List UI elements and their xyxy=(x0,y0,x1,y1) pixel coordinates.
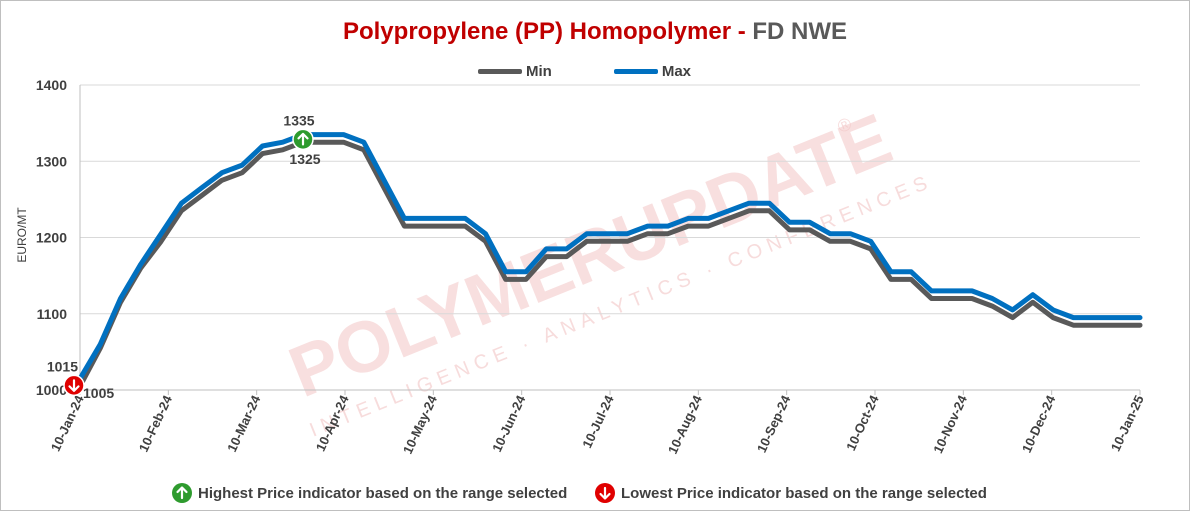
x-tick-labels: 10-Jan-24 10-Feb-24 10-Mar-24 10-Apr-24 10-M… xyxy=(48,390,1147,456)
lowest-marker-icon-head xyxy=(68,385,80,392)
x-tick-label: 10-Aug-24 xyxy=(665,392,705,456)
title-separator: - xyxy=(731,18,753,45)
y-tick-label: 1200 xyxy=(36,230,67,246)
y-tick-label: 1300 xyxy=(36,153,67,169)
y-tick-label: 1000 xyxy=(36,382,67,398)
y-tick-label: 1400 xyxy=(36,77,67,93)
legend-min-swatch xyxy=(478,68,522,74)
x-tick-label: 10-Jan-24 xyxy=(48,392,87,453)
legend-max-label: Max xyxy=(661,62,692,80)
footer-highest-text: Highest Price indicator based on the ran… xyxy=(198,484,568,502)
x-tick-label: 10-Jan-25 xyxy=(1108,393,1147,454)
series-line-max xyxy=(77,132,1143,382)
x-tick-label: 10-Mar-24 xyxy=(224,392,264,454)
chart-title: Polypropylene (PP) Homopolymer - FD NWE xyxy=(0,18,1190,46)
x-tick-label: 10-Oct-24 xyxy=(843,392,882,453)
annotations: 1335 1325 1015 1005 xyxy=(47,113,321,402)
title-sub: FD NWE xyxy=(752,18,848,45)
arrow-down-glyph xyxy=(599,486,611,500)
legend-min-label: Min xyxy=(526,62,552,80)
legend-max-swatch xyxy=(613,68,658,74)
arrow-up-icon xyxy=(172,483,192,503)
x-tick-label: 10-Sep-24 xyxy=(754,392,794,455)
highest-max-label: 1335 xyxy=(283,113,314,129)
legend: Min Max xyxy=(478,61,753,81)
footer-highest-note: Highest Price indicator based on the ran… xyxy=(172,482,567,504)
x-tick-label: 10-Nov-24 xyxy=(930,392,970,455)
y-tick-labels: 1000 1100 1200 1300 1400 xyxy=(36,77,67,398)
footer-lowest-note: Lowest Price indicator based on the rang… xyxy=(595,482,987,504)
lowest-marker-icon xyxy=(63,374,85,397)
legend-item-min[interactable]: Min xyxy=(478,63,552,80)
highest-marker-icon xyxy=(292,128,314,151)
arrow-up-glyph xyxy=(176,486,188,500)
lowest-max-label: 1015 xyxy=(47,359,78,375)
y-tick-label: 1100 xyxy=(37,306,68,322)
x-tick-label: 10-Dec-24 xyxy=(1019,392,1059,455)
watermark-brand: POLYMERUPDATE xyxy=(279,99,902,413)
title-main: Polypropylene (PP) Homopolymer xyxy=(342,18,732,45)
series-lines xyxy=(77,132,1143,389)
x-tick-label: 10-Feb-24 xyxy=(136,392,176,454)
series-line-min xyxy=(77,139,1143,389)
arrow-down-icon xyxy=(595,483,615,503)
highest-marker-icon-head xyxy=(297,132,309,140)
x-tick-label: 10-Jul-24 xyxy=(579,392,617,450)
highest-min-label: 1325 xyxy=(289,151,320,167)
lowest-min-label: 1005 xyxy=(83,385,114,401)
x-tick-label: 10-Jun-24 xyxy=(489,392,529,454)
legend-item-max[interactable]: Max xyxy=(613,62,692,80)
footer-lowest-text: Lowest Price indicator based on the rang… xyxy=(621,484,987,502)
